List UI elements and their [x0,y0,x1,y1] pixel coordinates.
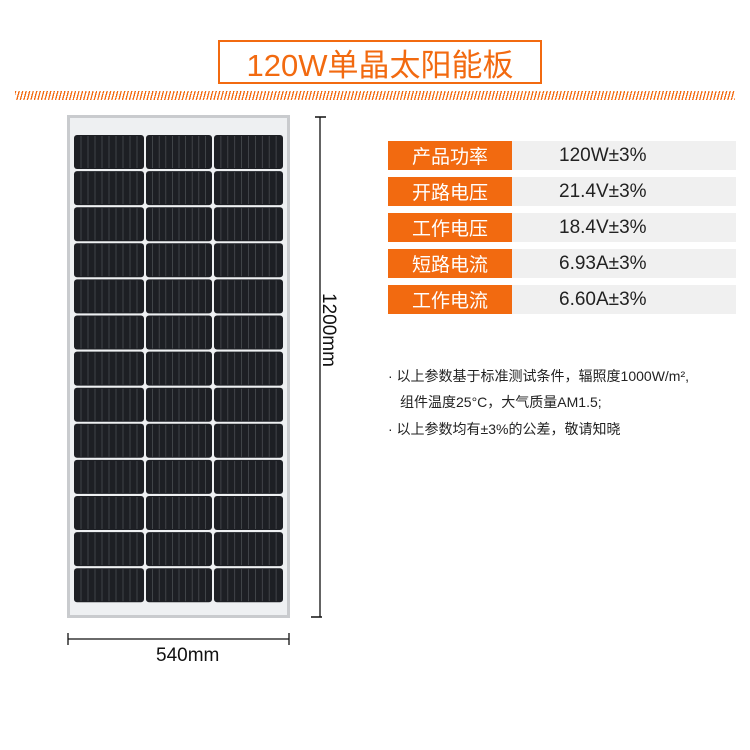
page-title: 120W单晶太阳能板 [218,40,542,84]
spec-label: 产品功率 [388,141,512,170]
spec-label: 短路电流 [388,249,512,278]
spec-row: 开路电压 21.4V±3% [388,177,736,206]
spec-value: 6.93A±3% [512,249,736,278]
spec-row: 短路电流 6.93A±3% [388,249,736,278]
spec-value: 18.4V±3% [512,213,736,242]
solar-panel-image [67,115,326,645]
note-line: 组件温度25°C，大气质量AM1.5; [400,394,602,410]
spec-row: 工作电压 18.4V±3% [388,213,736,242]
spec-row: 产品功率 120W±3% [388,141,736,170]
decorative-stripe-divider [15,91,735,100]
spec-label: 开路电压 [388,177,512,206]
height-dimension-label: 1200mm [318,293,339,367]
note-line: · 以上参数均有±3%的公差，敬请知晓 [388,421,621,437]
spec-row: 工作电流 6.60A±3% [388,285,736,314]
spec-label: 工作电压 [388,213,512,242]
spec-label: 工作电流 [388,285,512,314]
spec-value: 21.4V±3% [512,177,736,206]
spec-value: 6.60A±3% [512,285,736,314]
spec-value: 120W±3% [512,141,736,170]
note-line: · 以上参数基于标准测试条件，辐照度1000W/m², [388,368,690,384]
width-dimension-label: 540mm [156,645,220,666]
